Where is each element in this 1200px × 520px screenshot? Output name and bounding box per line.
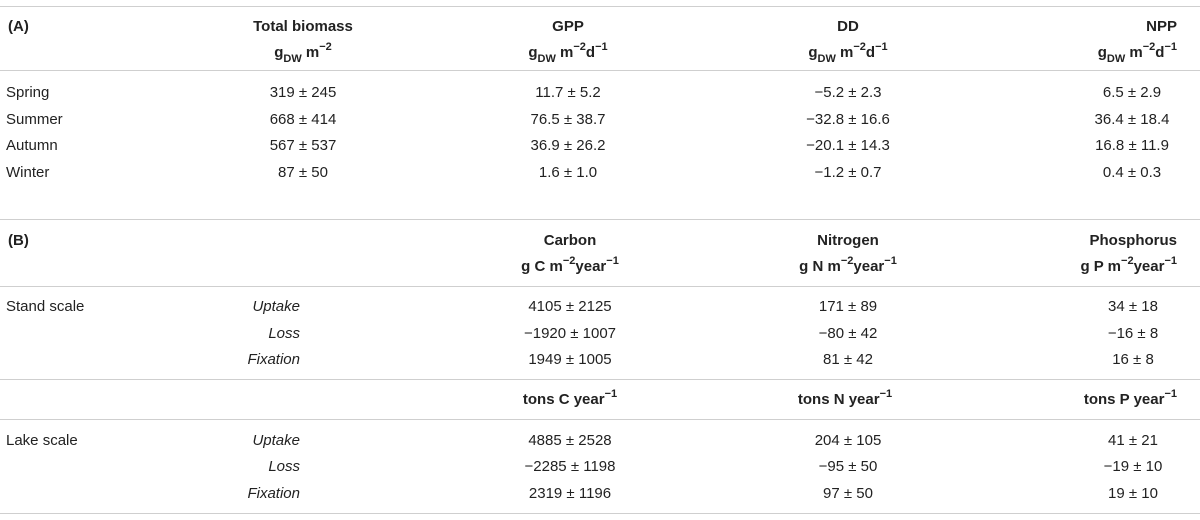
unit-total-biomass: gDW m−2 [274, 41, 332, 65]
table-cell: 6.5 ± 2.9 [1102, 84, 1162, 101]
table-cell: 97 ± 50 [823, 485, 873, 502]
table-cell: −32.8 ± 16.6 [806, 111, 890, 128]
table-cell: −1.2 ± 0.7 [814, 164, 882, 181]
table-cell: 4885 ± 2528 [528, 432, 612, 449]
table-cell: 19 ± 10 [1108, 485, 1158, 502]
table-cell: 81 ± 42 [823, 351, 873, 368]
row-type-loss: Loss [268, 325, 300, 342]
rule-top [0, 6, 1200, 7]
table-cell: 171 ± 89 [818, 298, 878, 315]
row-type-fixation: Fixation [247, 351, 300, 368]
lake-scale-label: Lake scale [6, 432, 78, 449]
row-label-winter: Winter [6, 164, 50, 181]
row-label-autumn: Autumn [6, 137, 58, 154]
unit-tons-nitrogen: tons N year−1 [797, 388, 893, 409]
table-cell: 2319 ± 1196 [528, 485, 612, 502]
table-cell: 204 ± 105 [814, 432, 882, 449]
row-type-uptake: Uptake [252, 432, 300, 449]
table-cell: 567 ± 537 [269, 137, 337, 154]
unit-phosphorus: g P m−2year−1 [1080, 255, 1177, 276]
header-total-biomass: Total biomass [253, 18, 353, 35]
row-label-summer: Summer [6, 111, 63, 128]
table-cell: 41 ± 21 [1108, 432, 1158, 449]
unit-gpp: gDW m−2d−1 [528, 41, 608, 65]
header-carbon: Carbon [543, 232, 597, 249]
unit-tons-carbon: tons C year−1 [522, 388, 618, 409]
section-a-label: (A) [8, 18, 29, 35]
table-cell: −20.1 ± 14.3 [806, 137, 890, 154]
row-label-spring: Spring [6, 84, 50, 101]
unit-dd: gDW m−2d−1 [808, 41, 888, 65]
table-cell: −1920 ± 1007 [523, 325, 617, 342]
rule-b-header [0, 286, 1200, 287]
table-cell: 668 ± 414 [269, 111, 337, 128]
table-cell: 16.8 ± 11.9 [1095, 137, 1169, 154]
unit-carbon: g C m−2year−1 [521, 255, 619, 276]
unit-npp: gDW m−2d−1 [1097, 41, 1177, 65]
rule-b-stand-bottom [0, 379, 1200, 380]
table-cell: 36.9 ± 26.2 [530, 137, 606, 154]
header-gpp: GPP [552, 18, 584, 35]
rule-a-bottom [0, 219, 1200, 220]
table-cell: −5.2 ± 2.3 [814, 84, 882, 101]
row-type-uptake: Uptake [252, 298, 300, 315]
unit-nitrogen: g N m−2year−1 [799, 255, 897, 276]
table-cell: −95 ± 50 [818, 458, 878, 475]
table-cell: 34 ± 18 [1108, 298, 1158, 315]
table-cell: 1949 ± 1005 [528, 351, 612, 368]
table-cell: −19 ± 10 [1103, 458, 1163, 475]
row-type-loss: Loss [268, 458, 300, 475]
header-dd: DD [837, 18, 859, 35]
table-cell: 4105 ± 2125 [528, 298, 612, 315]
rule-b-lake-header [0, 419, 1200, 420]
table-cell: 16 ± 8 [1112, 351, 1154, 368]
header-phosphorus: Phosphorus [1089, 232, 1177, 249]
unit-tons-phosphorus: tons P year−1 [1083, 388, 1177, 409]
table-cell: 319 ± 245 [269, 84, 337, 101]
table-cell: 11.7 ± 5.2 [535, 84, 601, 101]
header-npp: NPP [1146, 18, 1177, 35]
stand-scale-label: Stand scale [6, 298, 85, 315]
table-cell: 76.5 ± 38.7 [530, 111, 606, 128]
table-cell: 87 ± 50 [278, 164, 328, 181]
table-cell: −80 ± 42 [818, 325, 878, 342]
header-nitrogen: Nitrogen [817, 232, 879, 249]
table-cell: 1.6 ± 1.0 [538, 164, 598, 181]
row-type-fixation: Fixation [247, 485, 300, 502]
rule-bottom [0, 513, 1200, 514]
table-cell: −2285 ± 1198 [524, 458, 616, 475]
table-cell: 36.4 ± 18.4 [1094, 111, 1170, 128]
table-cell: 0.4 ± 0.3 [1102, 164, 1162, 181]
section-b-label: (B) [8, 232, 29, 249]
table-cell: −16 ± 8 [1107, 325, 1159, 342]
rule-a-header [0, 70, 1200, 71]
